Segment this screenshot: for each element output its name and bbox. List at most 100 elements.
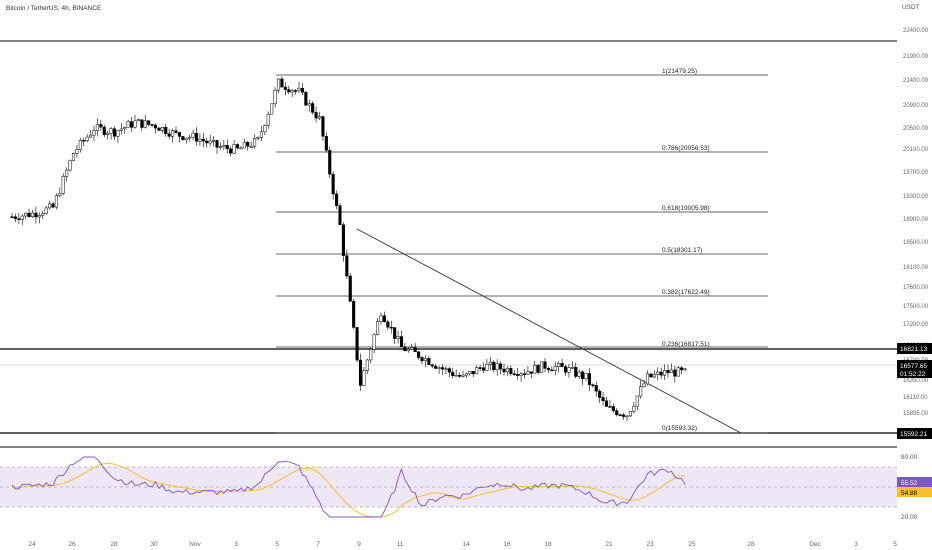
candle-body (119, 128, 123, 131)
candle-body (406, 348, 410, 352)
candle-body (65, 169, 69, 177)
candle-body (17, 218, 21, 221)
candle-body (437, 367, 441, 369)
candle-body (341, 224, 345, 256)
candle-body (652, 374, 656, 378)
candle-body (577, 371, 581, 377)
candle-body (324, 136, 328, 151)
candle-body (352, 301, 356, 328)
candle-body (451, 371, 455, 376)
price-tag-16821-text: 16821.13 (900, 346, 927, 353)
rsi-axis-20: 20.00 (901, 514, 918, 521)
time-axis[interactable]: 24 26 28 30 Nov 3 5 7 9 11 14 16 18 21 23 25 28 Dec 3 5 (28, 541, 897, 548)
candle-body (140, 119, 144, 128)
candle-body (505, 368, 509, 373)
candle-body (304, 91, 308, 106)
descending-trendline[interactable] (356, 228, 742, 434)
candle-body (625, 415, 629, 418)
candle-body (372, 334, 376, 350)
rsi-value-tag-bg (897, 477, 932, 487)
price-axis-label: 19300.00 (903, 194, 929, 200)
candle-body (423, 358, 427, 362)
time-axis-label: 18 (544, 541, 552, 548)
candle-body (485, 363, 489, 371)
candle-body (106, 133, 110, 135)
candle-body (116, 130, 120, 137)
candle-body (499, 363, 503, 370)
candle-body (519, 373, 523, 376)
candle-body (270, 103, 274, 115)
candle-body (567, 367, 571, 373)
candle-body (328, 150, 332, 175)
candle-body (615, 410, 619, 415)
candle-body (249, 146, 253, 148)
candle-body (150, 124, 154, 126)
rsi-axis-80: 80.00 (901, 454, 918, 461)
candle-body (430, 364, 434, 367)
time-axis-label: 7 (316, 541, 320, 548)
candle-body (126, 121, 130, 128)
candle-body (410, 347, 414, 350)
candle-body (376, 321, 380, 335)
candle-body (553, 366, 557, 371)
candle-body (604, 400, 609, 407)
candle-body (82, 140, 86, 142)
price-axis[interactable]: 22400.00 21900.00 21400.00 20900.00 20500.00… (903, 28, 929, 417)
price-tag-countdown: 01:52:22 (900, 371, 926, 378)
price-tag-16821: 16821.13 (897, 343, 932, 354)
fib-label-0382: 0.382(17622.49) (662, 289, 710, 296)
candle-body (393, 327, 397, 339)
price-axis-label: 20500.00 (903, 126, 929, 132)
candle-body (242, 142, 246, 149)
candle-body (335, 193, 339, 206)
candle-body (273, 89, 277, 105)
candle-body (71, 153, 76, 161)
candle-body (680, 367, 684, 371)
price-tag-current-bg (897, 360, 932, 378)
candle-body (136, 119, 140, 122)
candle-body (516, 373, 520, 376)
time-axis-label: 28 (747, 541, 755, 548)
candle-body (259, 131, 263, 138)
candle-body (307, 103, 311, 106)
price-axis-label: 19700.00 (903, 170, 929, 176)
currency-label: USDT (902, 4, 920, 11)
price-axis-label: 21900.00 (903, 54, 929, 60)
candle-body (540, 361, 544, 373)
price-axis-label: 18900.00 (903, 217, 929, 223)
price-axis-label: 17500.00 (903, 304, 929, 310)
price-axis-label: 15895.00 (903, 411, 929, 417)
candle-body (157, 127, 161, 131)
candle-body (188, 136, 192, 139)
candle-body (194, 132, 199, 142)
price-axis-label: 18100.00 (903, 265, 929, 271)
fib-label-0: 0(15593.32) (662, 425, 697, 432)
candle-body (191, 132, 195, 138)
candle-body (458, 374, 462, 377)
candle-body (546, 368, 550, 371)
candle-body (256, 137, 260, 139)
candle-body (85, 136, 89, 141)
time-axis-label: 30 (150, 541, 158, 548)
candle-body (574, 366, 578, 377)
candle-body (666, 370, 670, 374)
price-tag-15592-bg (897, 428, 932, 439)
candle-body (174, 130, 178, 133)
candle-body (444, 368, 448, 370)
candle-body (642, 383, 646, 387)
candle-body (143, 120, 147, 128)
candle-body (331, 173, 335, 195)
candle-body (676, 367, 680, 377)
candle-body (61, 176, 65, 194)
candle-body (321, 116, 325, 137)
fibonacci-retracement[interactable]: 1(21479.25) 0.786(20056.53) 0.618(19005.… (276, 68, 768, 434)
candle-body (48, 203, 52, 209)
candle-body (10, 216, 14, 218)
candle-body (608, 406, 612, 408)
time-axis-label: 9 (357, 541, 361, 548)
candle-body (348, 275, 352, 302)
rsi-pane[interactable]: 80.00 20.00 55.52 54.88 (0, 454, 932, 521)
candle-body (13, 216, 17, 219)
candle-body (54, 195, 58, 208)
